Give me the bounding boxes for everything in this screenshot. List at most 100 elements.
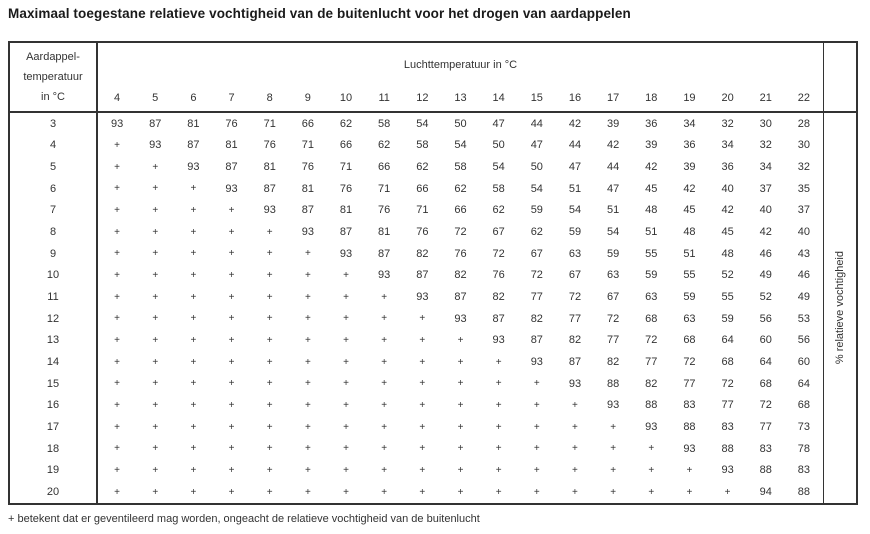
table-cell: +	[457, 356, 464, 368]
table-cell: 56	[759, 312, 772, 325]
column-header: 16	[568, 92, 582, 104]
table-cell: 62	[339, 117, 353, 130]
table-body-grid: 93 87 81 76 71 66 62 58 54 50 47 44 42 39 36 34 32 30 28 +9…	[98, 113, 823, 503]
column-header: 5	[152, 92, 159, 104]
table-cell: +	[343, 269, 349, 281]
table-cell: 66	[416, 182, 429, 195]
table-cell: +	[648, 464, 655, 476]
row-label: 6	[49, 182, 57, 195]
table-cell: +	[228, 291, 235, 303]
table-cell: 87	[263, 182, 276, 195]
table-cell: +	[381, 443, 388, 455]
table-cell: 47	[607, 182, 620, 195]
column-header: 15	[530, 92, 543, 104]
table-cell: 42	[721, 204, 734, 217]
table-cell: 59	[721, 312, 734, 325]
column-header-area: Luchttemperatuur in °C 4 5 6 7 8 9 10 11 12 13 14 1…	[98, 43, 823, 113]
table-cell: 81	[187, 117, 200, 130]
table-cell: +	[114, 334, 120, 346]
table-cell: 77	[530, 291, 543, 304]
table-cell: 44	[607, 161, 620, 174]
table-cell: 32	[797, 161, 811, 174]
table-cell: +	[114, 443, 120, 455]
row-label: 9	[49, 247, 57, 260]
table-cell: 68	[683, 334, 696, 347]
table-cell: 68	[759, 377, 772, 390]
table-cell: +	[304, 334, 311, 346]
row-header-line-3: in °C	[41, 91, 65, 103]
table-cell: +	[533, 378, 540, 390]
table-cell: 37	[797, 204, 811, 217]
table-cell: 78	[797, 442, 811, 455]
table-cell: 93	[721, 464, 734, 477]
table-cell: 81	[263, 161, 276, 174]
table-cell: +	[152, 204, 159, 216]
table-cell: 81	[339, 204, 353, 217]
table-cell: 83	[797, 464, 811, 477]
table-cell: 93	[263, 204, 276, 217]
table-cell: +	[190, 183, 197, 195]
row-label: 20	[46, 486, 60, 499]
table-cell: 58	[454, 161, 467, 174]
table-cell: 63	[683, 312, 696, 325]
table-cell: 34	[683, 117, 696, 130]
table-cell: 88	[607, 377, 620, 390]
table-cell: +	[343, 313, 349, 325]
table-cell: 71	[378, 182, 391, 195]
column-header: 21	[759, 92, 772, 104]
table-cell: 64	[759, 356, 772, 369]
table-cell: +	[343, 334, 349, 346]
table-cell: 40	[759, 204, 772, 217]
table-cell: +	[724, 486, 731, 498]
column-header: 7	[228, 92, 235, 104]
column-header: 10	[339, 92, 353, 104]
table-cell: +	[114, 378, 120, 390]
table-cell: 87	[301, 204, 314, 217]
table-cell: +	[419, 421, 426, 433]
humidity-table: Aardappel- temperatuur in °C Luchttemper…	[8, 41, 858, 505]
row-label: 10	[46, 269, 60, 282]
table-cell: 55	[645, 247, 658, 260]
table-cell: +	[114, 464, 120, 476]
table-cell: 82	[454, 269, 467, 282]
column-header: 18	[645, 92, 658, 104]
table-cell: 77	[607, 334, 620, 347]
table-cell: +	[190, 464, 197, 476]
table-cell: +	[190, 204, 197, 216]
table-cell: 73	[797, 421, 811, 434]
table-cell: 72	[568, 291, 582, 304]
table-cell: 48	[645, 204, 658, 217]
row-label: 12	[46, 312, 60, 325]
table-cell: 81	[225, 139, 238, 152]
row-labels: 3 4 5 6 7 8 9 10 11 12 13 14 15 16 17 18 19 20	[10, 113, 98, 503]
column-header: 6	[190, 92, 197, 104]
table-cell: 44	[530, 117, 543, 130]
table-cell: +	[114, 313, 120, 325]
column-group-title: Luchttemperatuur in °C	[403, 59, 518, 71]
table-cell: 45	[645, 182, 658, 195]
table-cell: +	[114, 291, 120, 303]
table-cell: +	[228, 226, 235, 238]
table-cell: +	[381, 313, 388, 325]
table-cell: 62	[416, 161, 429, 174]
table-cell: +	[610, 443, 617, 455]
table-cell: +	[228, 269, 235, 281]
table-cell: 62	[454, 182, 467, 195]
table-cell: +	[266, 291, 273, 303]
row-label: 13	[46, 334, 60, 347]
table-cell: 54	[530, 182, 543, 195]
table-cell: 54	[416, 117, 429, 130]
table-cell: +	[114, 226, 120, 238]
table-cell: 46	[797, 269, 811, 282]
table-cell: 36	[645, 117, 658, 130]
table-cell: +	[343, 378, 349, 390]
table-cell: 39	[683, 161, 696, 174]
table-cell: +	[152, 399, 159, 411]
table-cell: 30	[797, 139, 811, 152]
table-cell: +	[495, 421, 502, 433]
table-cell: +	[533, 464, 540, 476]
table-cell: +	[228, 421, 235, 433]
table-cell: +	[152, 464, 159, 476]
table-cell: 72	[530, 269, 543, 282]
table-cell: +	[114, 139, 120, 151]
